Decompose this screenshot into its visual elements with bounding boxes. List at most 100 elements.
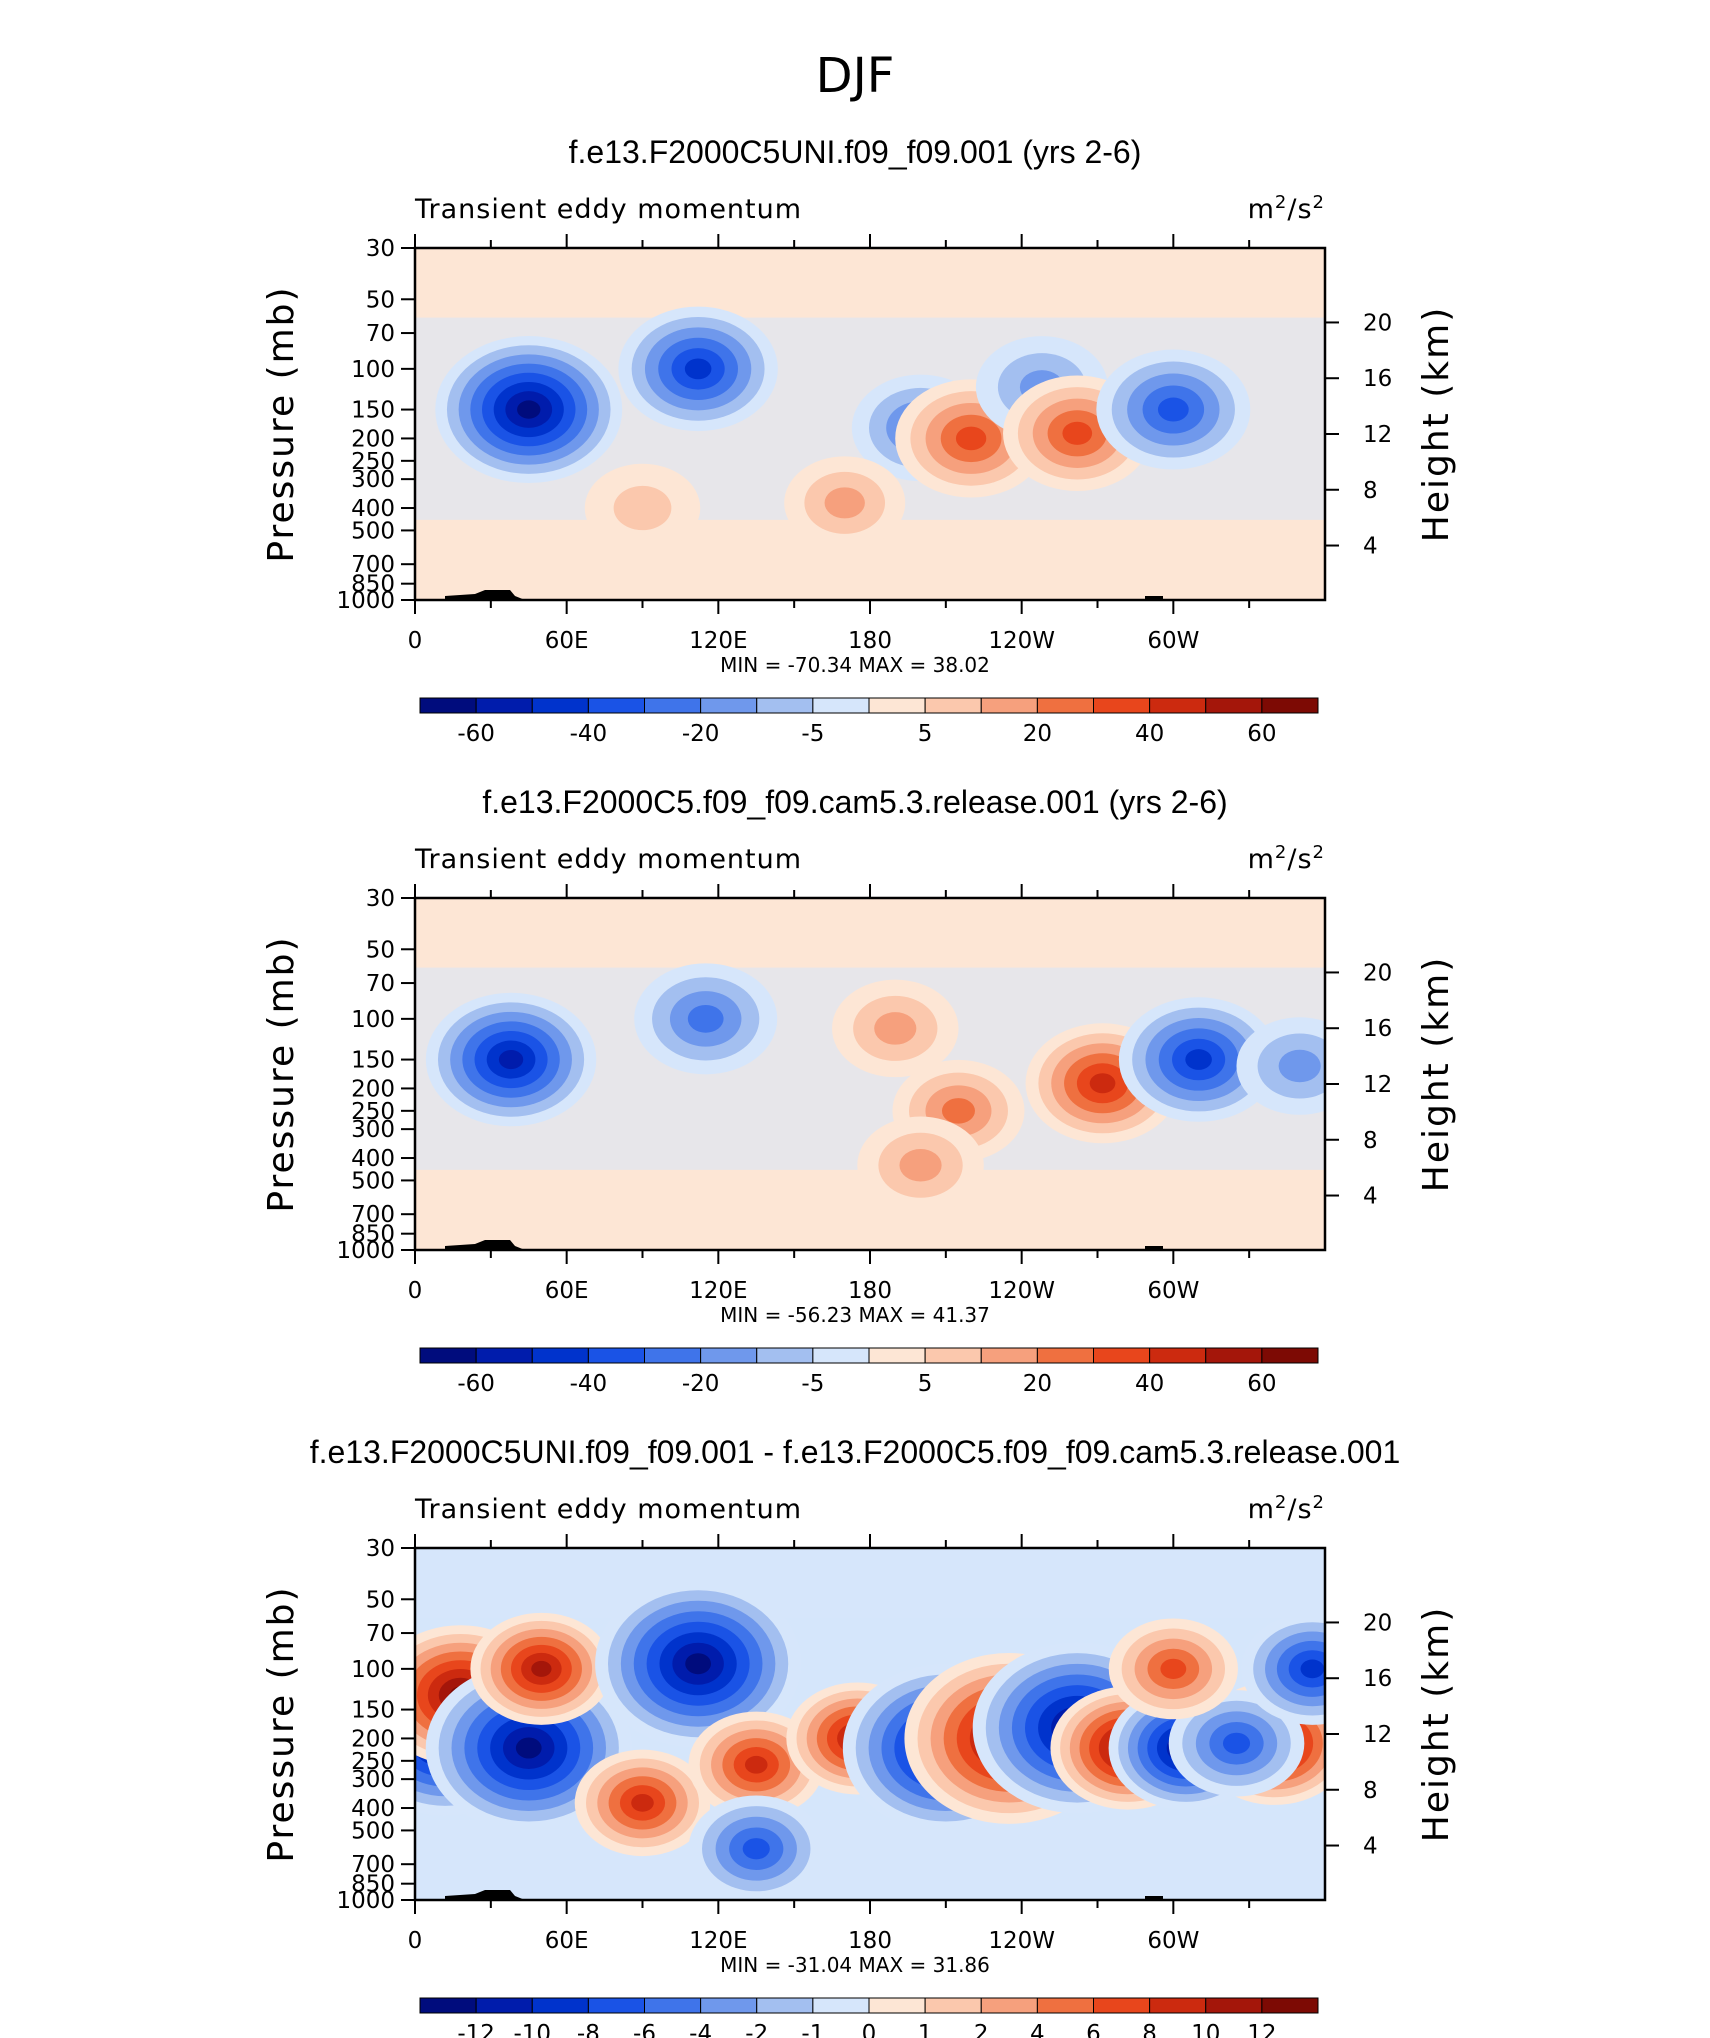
units-label: m2/s2 [1248, 192, 1325, 225]
topography [1145, 596, 1163, 600]
contour-level [744, 1755, 768, 1774]
colorbar-label: -40 [570, 721, 608, 747]
colorbar-swatch [756, 697, 814, 714]
colorbar-label: -6 [633, 2021, 656, 2038]
y-tick-label: 850 [351, 1872, 395, 1898]
colorbar-swatch [924, 1997, 982, 2014]
y-tick-label: 400 [351, 1796, 395, 1822]
contour-level [685, 1653, 711, 1675]
x-tick-label: 0 [408, 1928, 423, 1954]
colorbar-label: 8 [1142, 2021, 1157, 2038]
y-right-tick-label: 12 [1363, 422, 1392, 448]
colorbar-label: 10 [1191, 2021, 1220, 2038]
colorbar-swatch [419, 697, 477, 714]
colorbar-label: 2 [974, 2021, 989, 2038]
colorbar-swatch [1036, 697, 1094, 714]
colorbar-swatch [1261, 1997, 1319, 2014]
y-tick-label: 200 [351, 1726, 395, 1752]
colorbar-label: -1 [801, 2021, 824, 2038]
y-right-tick-label: 4 [1363, 1834, 1378, 1860]
colorbar-swatch [1036, 1997, 1094, 2014]
colorbar-swatch [475, 1347, 533, 1364]
min-max-label: MIN = -56.23 MAX = 41.37 [720, 1303, 990, 1327]
topography [1145, 1896, 1163, 1900]
contour-level [1157, 397, 1189, 422]
y-tick-label: 150 [351, 1048, 395, 1074]
x-tick-label: 180 [848, 1278, 892, 1304]
colorbar-swatch [644, 1997, 702, 2014]
x-tick-label: 0 [408, 1278, 423, 1304]
colorbar-label: -40 [570, 1371, 608, 1397]
colorbar-label: 20 [1023, 1371, 1052, 1397]
y-tick-label: 30 [366, 236, 395, 262]
y-right-tick-label: 16 [1363, 366, 1392, 392]
chart-panel-3: f.e13.F2000C5UNI.f09_f09.001 - f.e13.F20… [261, 1434, 1457, 2038]
colorbar-swatch [868, 697, 926, 714]
y-right-axis-label: Height (km) [1416, 956, 1457, 1192]
colorbar-label: 6 [1086, 2021, 1101, 2038]
min-max-label: MIN = -70.34 MAX = 38.02 [720, 653, 990, 677]
x-tick-label: 180 [848, 1928, 892, 1954]
y-tick-label: 400 [351, 496, 395, 522]
colorbar-swatch [587, 1347, 645, 1364]
colorbar-swatch [980, 697, 1038, 714]
x-tick-label: 60W [1147, 1928, 1199, 1954]
colorbar-swatch [812, 697, 870, 714]
y-tick-label: 200 [351, 1076, 395, 1102]
y-tick-label: 50 [366, 937, 395, 963]
colorbar-swatch [1205, 1997, 1263, 2014]
colorbar-swatch [1149, 1347, 1207, 1364]
contour-level [1300, 1659, 1325, 1679]
contour-level [684, 358, 712, 380]
x-tick-label: 120W [988, 1928, 1055, 1954]
y-tick-label: 300 [351, 1117, 395, 1143]
colorbar-label: -12 [457, 2021, 495, 2038]
x-tick-label: 120E [689, 1278, 747, 1304]
y-right-tick-label: 12 [1363, 1722, 1392, 1748]
colorbar-label: -60 [457, 721, 495, 747]
y-tick-label: 50 [366, 1587, 395, 1613]
colorbar-swatch [924, 697, 982, 714]
y-right-tick-label: 20 [1363, 960, 1392, 986]
x-tick-label: 0 [408, 628, 423, 654]
colorbar-label: 5 [918, 1371, 933, 1397]
colorbar-label: 12 [1247, 2021, 1276, 2038]
colorbar-swatch [980, 1347, 1038, 1364]
units-label: m2/s2 [1248, 842, 1325, 875]
contour-level [1222, 1732, 1251, 1754]
contour-level [899, 1149, 942, 1182]
x-tick-label: 180 [848, 628, 892, 654]
figure-title: DJF [816, 48, 895, 104]
y-tick-label: 300 [351, 467, 395, 493]
y-right-tick-label: 16 [1363, 1016, 1392, 1042]
panel-subtitle: Transient eddy momentum [414, 844, 802, 875]
colorbar-swatch [868, 1997, 926, 2014]
y-tick-label: 250 [351, 1749, 395, 1775]
contour-level [874, 1012, 917, 1045]
y-right-tick-label: 8 [1363, 1778, 1378, 1804]
y-tick-label: 700 [351, 1202, 395, 1228]
y-tick-label: 250 [351, 449, 395, 475]
topography [445, 1240, 525, 1250]
y-right-tick-label: 12 [1363, 1072, 1392, 1098]
x-tick-label: 60W [1147, 1278, 1199, 1304]
colorbar: -12 -10 -8 -6 -4 -2 -1 0 1 2 4 6 8 10 12 [419, 1997, 1319, 2038]
colorbar-label: -8 [577, 2021, 600, 2038]
colorbar-swatch [1093, 1347, 1151, 1364]
contour-level [613, 485, 672, 531]
panel-subtitle: Transient eddy momentum [414, 194, 802, 225]
panel-subtitle: Transient eddy momentum [414, 1494, 802, 1525]
y-tick-label: 70 [366, 321, 395, 347]
y-tick-label: 70 [366, 1621, 395, 1647]
colorbar-label: -60 [457, 1371, 495, 1397]
y-right-tick-label: 8 [1363, 1128, 1378, 1154]
topography [445, 590, 525, 600]
colorbar-label: -20 [682, 721, 720, 747]
min-max-label: MIN = -31.04 MAX = 31.86 [720, 1953, 990, 1977]
colorbar-swatch [1036, 1347, 1094, 1364]
contour-level [1185, 1049, 1212, 1070]
y-tick-label: 30 [366, 1536, 395, 1562]
y-axis-label: Pressure (mb) [261, 1585, 302, 1862]
y-tick-label: 150 [351, 398, 395, 424]
colorbar-swatch [1261, 1347, 1319, 1364]
